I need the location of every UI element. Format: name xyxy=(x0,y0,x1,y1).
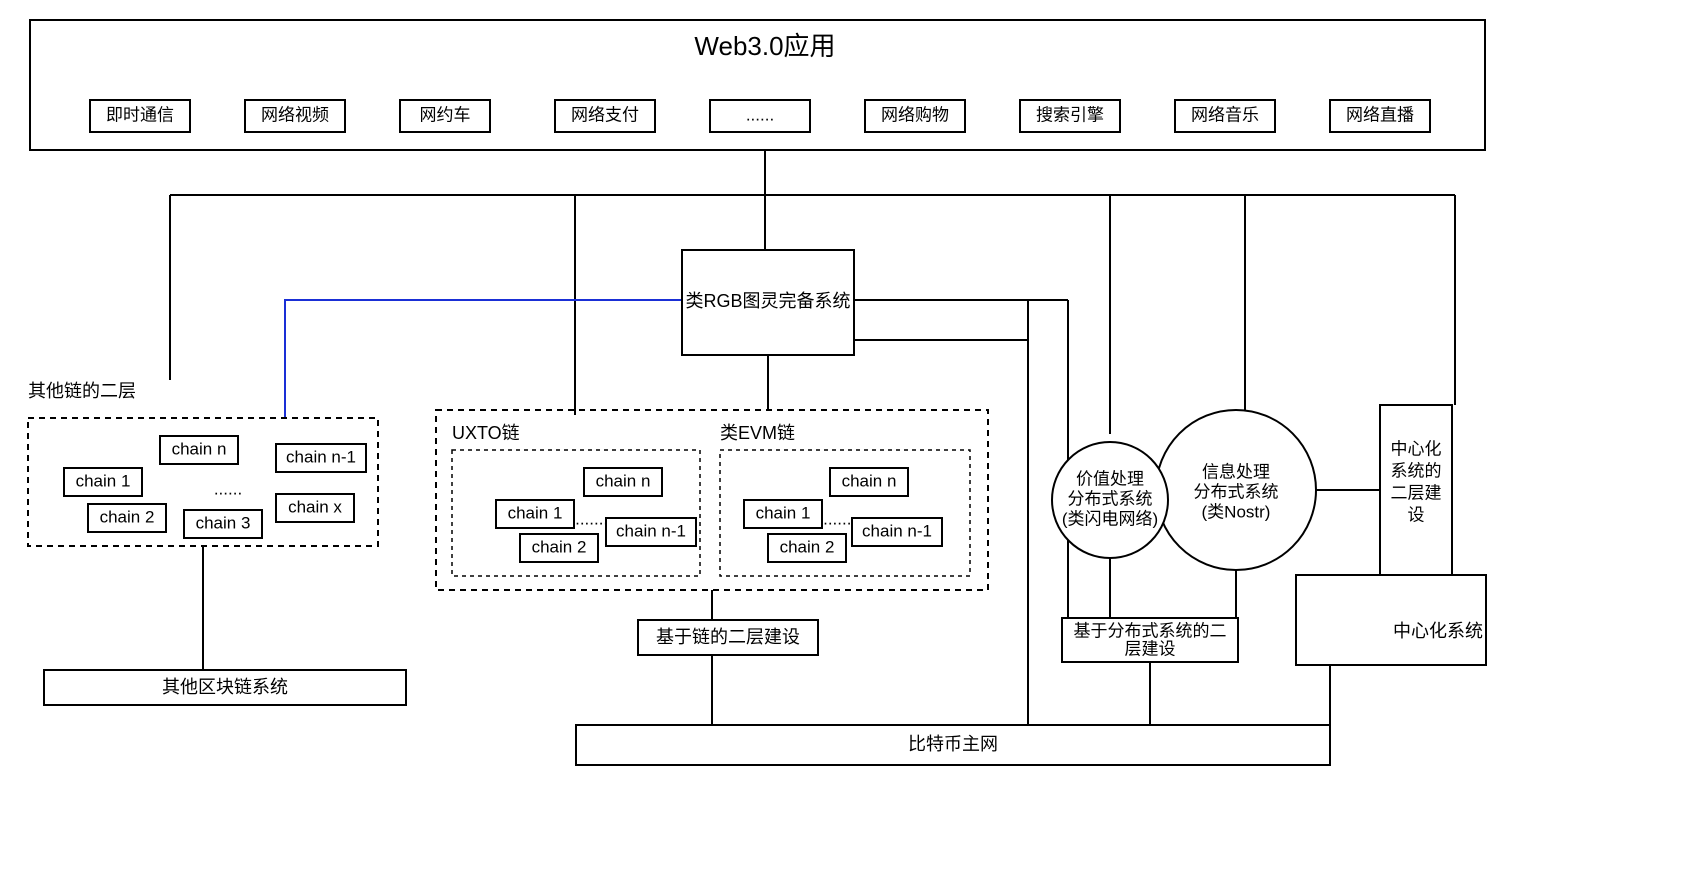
uxto-title: UXTO链 xyxy=(452,423,520,443)
svg-text:chain n: chain n xyxy=(842,471,897,490)
chain-l2-label: 基于链的二层建设 xyxy=(656,627,800,647)
app-7: 网络音乐 xyxy=(1191,105,1259,124)
svg-text:(类闪电网络): (类闪电网络) xyxy=(1062,509,1158,528)
svg-text:chain 1: chain 1 xyxy=(756,503,811,522)
app-6: 搜索引擎 xyxy=(1036,105,1104,124)
svg-text:系统的: 系统的 xyxy=(1391,461,1442,480)
rgb-label: 类RGB图灵完备系统 xyxy=(685,291,850,311)
svg-text:层建设: 层建设 xyxy=(1125,639,1176,658)
svg-text:chain 2: chain 2 xyxy=(532,537,587,556)
svg-text:分布式系统: 分布式系统 xyxy=(1068,489,1153,508)
app-boxes: 即时通信 网络视频 网约车 网络支付 ...... 网络购物 搜索引擎 网络音乐… xyxy=(90,100,1430,132)
app-2: 网约车 xyxy=(420,105,471,124)
svg-text:价值处理: 价值处理 xyxy=(1076,469,1144,488)
svg-text:chain n-1: chain n-1 xyxy=(616,521,686,540)
diagram-canvas: Web3.0应用 即时通信 网络视频 网约车 网络支付 ...... 网络购物 … xyxy=(0,0,1701,885)
app-8: 网络直播 xyxy=(1346,105,1414,124)
app-5: 网络购物 xyxy=(881,105,949,124)
app-0: 即时通信 xyxy=(106,105,174,124)
app-3: 网络支付 xyxy=(571,105,639,124)
svg-text:(类Nostr): (类Nostr) xyxy=(1202,502,1271,521)
top-title: Web3.0应用 xyxy=(694,31,835,61)
svg-text:chain n: chain n xyxy=(172,439,227,458)
svg-text:chain n: chain n xyxy=(596,471,651,490)
svg-text:chain n-1: chain n-1 xyxy=(862,521,932,540)
svg-text:chain n-1: chain n-1 xyxy=(286,447,356,466)
btc-mainnet-label: 比特币主网 xyxy=(908,734,998,754)
other-chain-system-label: 其他区块链系统 xyxy=(162,677,288,697)
uxto-chains: chain n chain 1 ........ chain n-1 chain… xyxy=(496,468,696,562)
evm-chains: chain n chain 1 ........ chain n-1 chain… xyxy=(744,468,942,562)
central-system-label: 中心化系统 xyxy=(1393,621,1483,641)
other-l2-title: 其他链的二层 xyxy=(28,381,136,401)
svg-text:chain x: chain x xyxy=(288,497,342,516)
other-l2-chains: chain n chain n-1 chain 1 ...... chain x… xyxy=(64,436,366,538)
svg-text:设: 设 xyxy=(1408,505,1425,524)
svg-text:二层建: 二层建 xyxy=(1391,483,1442,502)
svg-text:chain 2: chain 2 xyxy=(100,507,155,526)
svg-text:chain 1: chain 1 xyxy=(76,471,131,490)
svg-text:......: ...... xyxy=(214,479,242,498)
svg-text:chain 2: chain 2 xyxy=(780,537,835,556)
app-1: 网络视频 xyxy=(261,105,329,124)
svg-text:分布式系统: 分布式系统 xyxy=(1194,482,1279,501)
app-4: ...... xyxy=(746,105,774,124)
svg-text:中心化: 中心化 xyxy=(1391,439,1442,458)
svg-text:信息处理: 信息处理 xyxy=(1202,462,1270,481)
svg-text:基于分布式系统的二: 基于分布式系统的二 xyxy=(1074,621,1227,640)
svg-text:chain 1: chain 1 xyxy=(508,503,563,522)
svg-text:chain 3: chain 3 xyxy=(196,513,251,532)
evm-title: 类EVM链 xyxy=(720,423,795,443)
edge-blue-rgb-otherl2 xyxy=(285,300,682,418)
